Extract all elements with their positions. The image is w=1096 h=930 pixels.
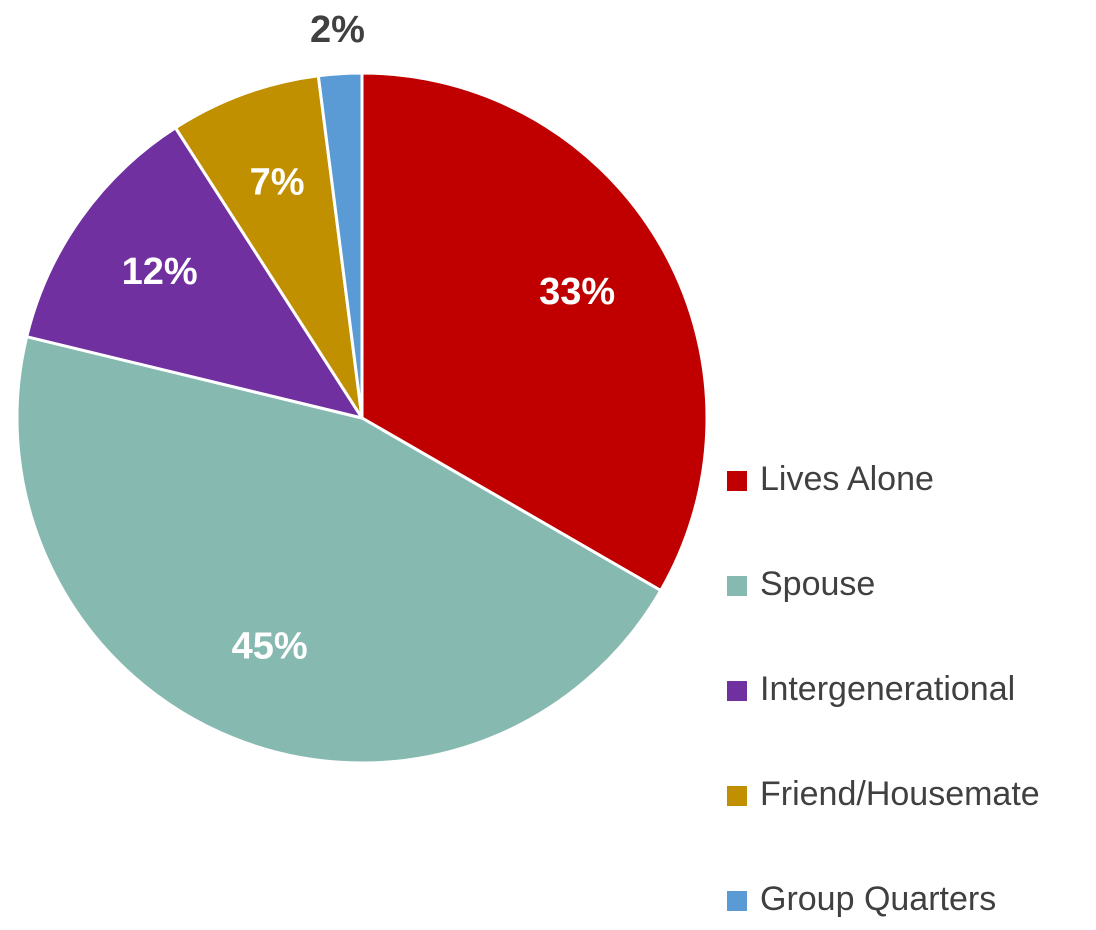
legend-label: Intergenerational <box>760 670 1015 708</box>
legend-swatch <box>727 576 747 596</box>
pie-slice <box>316 71 364 419</box>
legend-label: Group Quarters <box>760 880 996 918</box>
legend-swatch <box>727 681 747 701</box>
legend-label: Spouse <box>760 565 875 603</box>
pie-slice <box>15 334 663 765</box>
pie-slice <box>173 74 364 419</box>
pie-slice <box>24 125 366 421</box>
data-label: 33% <box>539 271 615 313</box>
legend-swatch <box>727 786 747 806</box>
legend-label: Friend/Housemate <box>760 775 1040 813</box>
data-label: 12% <box>122 251 198 293</box>
legend-label: Lives Alone <box>760 460 934 498</box>
legend-swatch <box>727 471 747 491</box>
pie-slice <box>360 71 709 593</box>
legend-swatch <box>727 891 747 911</box>
data-label: 2% <box>310 9 365 51</box>
data-label: 7% <box>250 162 305 204</box>
data-label: 45% <box>232 626 308 668</box>
